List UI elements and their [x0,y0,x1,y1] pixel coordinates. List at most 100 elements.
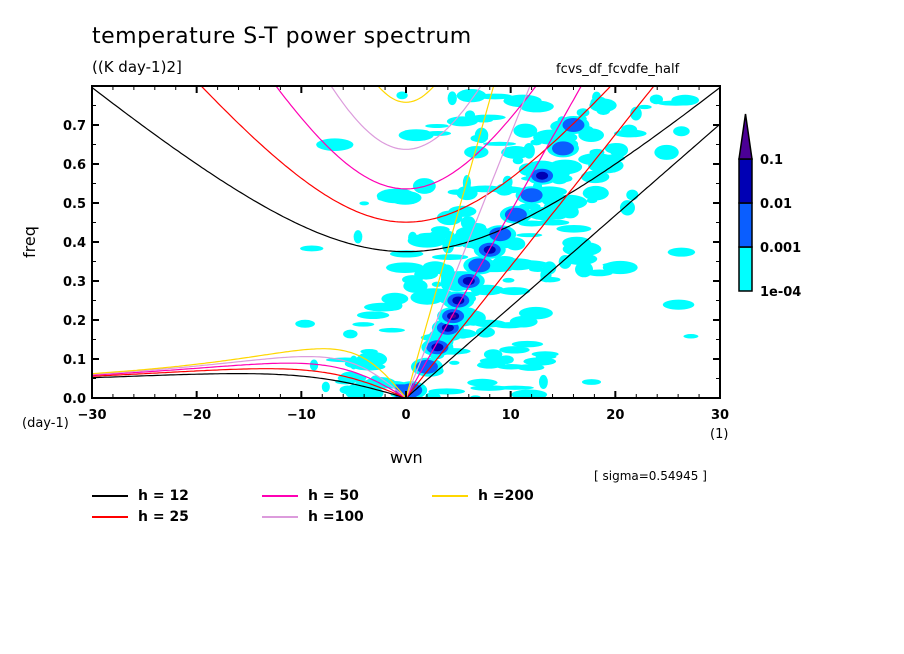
legend-item-h100: h =100 [262,509,364,525]
contour-level-1e-04 [448,205,477,217]
contour-level-1e-04 [626,189,639,201]
contour-level-1e-04 [359,201,370,206]
colorbar-extend-arrow [738,113,753,160]
contour-level-1e-04 [309,359,319,371]
chart-title: temperature S-T power spectrum [92,24,472,49]
contour-level-1e-04 [673,126,690,137]
contour-level-1e-04 [321,381,330,393]
contour-level-1e-04 [353,230,363,244]
x-tick-label: 20 [606,408,624,423]
contour-level-1e-04 [513,123,538,138]
contour-level-1e-04 [497,364,526,370]
contour-level-1e-04 [496,385,534,390]
contour-level-1e-04 [356,311,390,320]
kelvin-curve-h100 [405,86,531,398]
contour-level-1e-04 [555,175,573,183]
contour-level-1e-04 [316,138,354,151]
kelvin-curve-h50 [405,86,582,398]
contour-level-0.01 [462,277,475,285]
contour-level-1e-04 [683,334,699,339]
contour-level-1e-04 [581,379,602,385]
contour-level-1e-04 [360,348,378,355]
contour-level-1e-04 [667,247,696,257]
legend-line-swatch [432,495,468,497]
rossby-curve-h25 [92,368,407,398]
contour-level-1e-04 [378,327,405,333]
contour-level-1e-04 [441,270,455,286]
legend-item-h200: h =200 [432,488,534,504]
contour-level-1e-04 [562,236,592,250]
chart-units: ((K day-1)2] [92,58,182,76]
contour-level-1e-04 [619,200,635,216]
contour-level-1e-04 [467,378,498,387]
contour-level-1e-04 [447,189,466,195]
x-tick-label: 0 [401,408,410,423]
contour-level-1e-04 [389,191,422,205]
contour-level-1e-04 [483,349,503,360]
contour-level-1e-04 [649,94,663,105]
contour-level-1e-04 [492,322,526,329]
contour-level-1e-04 [398,129,434,142]
contour-level-1e-04 [556,224,592,233]
contour-level-1e-04 [377,196,390,201]
kelvin-curve-h12 [405,123,720,398]
x-tick-label: −20 [182,408,211,423]
inertia-gravity-curve-h200 [377,86,435,103]
y-tick-label: 0.5 [63,197,86,212]
contour-level-1e-04 [417,271,433,279]
x-tick-label: 10 [502,408,520,423]
colorbar-label: 0.1 [760,153,783,168]
contour-level-1e-04 [526,206,565,221]
legend-line-swatch [262,516,298,518]
contour-level-1e-04 [424,130,452,136]
contour-level-1e-04 [477,361,491,368]
contour-level-1e-04 [602,260,638,275]
inertia-gravity-curve-h25 [200,86,612,223]
legend-line-swatch [92,495,128,497]
sigma-annotation: [ sigma=0.54945 ] [594,469,707,483]
contour-level-1e-04 [630,106,642,121]
contour-level-1e-04 [595,105,609,111]
contour-level-1e-04 [502,277,515,283]
contour-level-1e-04 [538,374,548,390]
legend-label: h = 25 [138,509,189,525]
y-tick-label: 0.0 [63,392,86,407]
contour-level-1e-04 [425,123,449,128]
contour-level-1e-04 [396,91,408,100]
contour-level-1e-04 [456,88,487,103]
contour-level-1e-04 [499,346,530,354]
colorbar-label: 0.001 [760,241,801,256]
contour-level-1e-04 [300,245,324,252]
colorbar-segment [738,158,753,204]
contour-level-1e-04 [516,233,543,238]
contour-level-1e-04 [424,391,441,398]
contour-level-0.001 [552,141,574,156]
x-axis-label: wvn [390,448,423,467]
y-axis-unit: (day-1) [22,416,69,431]
contour-level-1e-04 [536,219,570,226]
legend-item-h25: h = 25 [92,509,189,525]
axis-ticks [91,86,721,399]
x-axis-unit: (1) [710,427,729,442]
legend-line-swatch [262,495,298,497]
contour-level-0.01 [536,171,549,180]
contour-level-1e-04 [662,299,695,310]
inertia-gravity-curve-h12 [92,87,720,253]
contour-level-0.001 [562,118,585,132]
contour-level-1e-04 [456,185,478,201]
contour-level-1e-04 [343,329,358,339]
contour-level-1e-04 [498,355,514,365]
legend-label: h = 12 [138,488,189,504]
contour-level-1e-04 [408,231,418,244]
contour-level-1e-04 [621,124,638,135]
contour-level-1e-04 [449,360,460,365]
rossby-curve-h50 [92,362,407,398]
y-tick-label: 0.3 [63,275,86,290]
contour-level-1e-04 [431,254,469,260]
inertia-gravity-curve-h100 [330,86,482,150]
rossby-curve-h100 [92,356,407,398]
contour-level-1e-04 [475,326,495,338]
rossby-curve-h200 [92,348,407,398]
contour-level-1e-04 [657,100,695,106]
